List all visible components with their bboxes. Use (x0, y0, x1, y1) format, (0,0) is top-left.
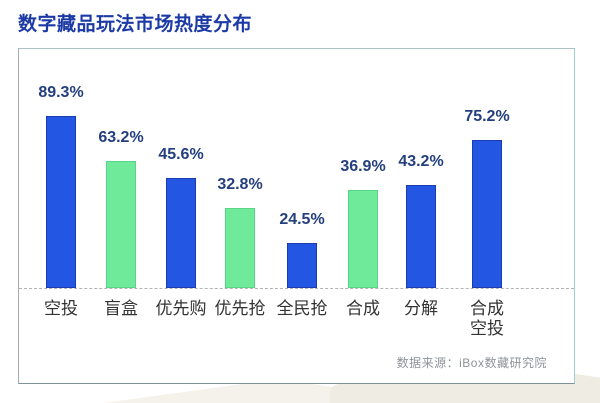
x-axis-baseline (19, 288, 574, 289)
bar-value-label-6: 36.9% (340, 158, 386, 175)
category-label-5: 全民抢 (276, 299, 328, 318)
bar-value-label-5: 24.5% (279, 211, 325, 228)
bar-value-label-4: 32.8% (217, 176, 263, 193)
bar-value-label-2: 63.2% (98, 129, 144, 146)
bar-value-label-8: 75.2% (464, 108, 510, 125)
bar-7 (406, 185, 436, 288)
category-label-2: 盲盒 (104, 299, 138, 318)
chart-panel: 89.3% 63.2% 45.6% 32.8% 24.5% 36.9% 43.2% 75.2%… (18, 48, 575, 384)
bar-6 (348, 190, 378, 288)
bar-value-label-1: 89.3% (38, 84, 84, 101)
category-label-7: 分解 (404, 299, 438, 318)
bar-2 (106, 161, 136, 288)
bar-8 (472, 140, 502, 288)
page-title: 数字藏品玩法市场热度分布 (18, 14, 253, 35)
bar-3 (166, 178, 196, 288)
bar-5 (287, 243, 317, 288)
category-label-1: 空投 (44, 299, 78, 318)
bar-1 (46, 116, 76, 288)
category-label-6: 合成 (346, 299, 380, 318)
bar-chart-plot-area: 89.3% 63.2% 45.6% 32.8% 24.5% 36.9% 43.2% 75.2% (19, 49, 574, 288)
bar-4 (225, 208, 255, 288)
category-label-4: 优先抢 (214, 299, 266, 318)
bar-value-label-3: 45.6% (158, 146, 204, 163)
category-label-3: 优先购 (155, 299, 207, 318)
category-label-8: 合成 空投 (470, 299, 504, 339)
bar-value-label-7: 43.2% (398, 153, 444, 170)
data-source-note: 数据来源：iBox数藏研究院 (396, 356, 547, 370)
